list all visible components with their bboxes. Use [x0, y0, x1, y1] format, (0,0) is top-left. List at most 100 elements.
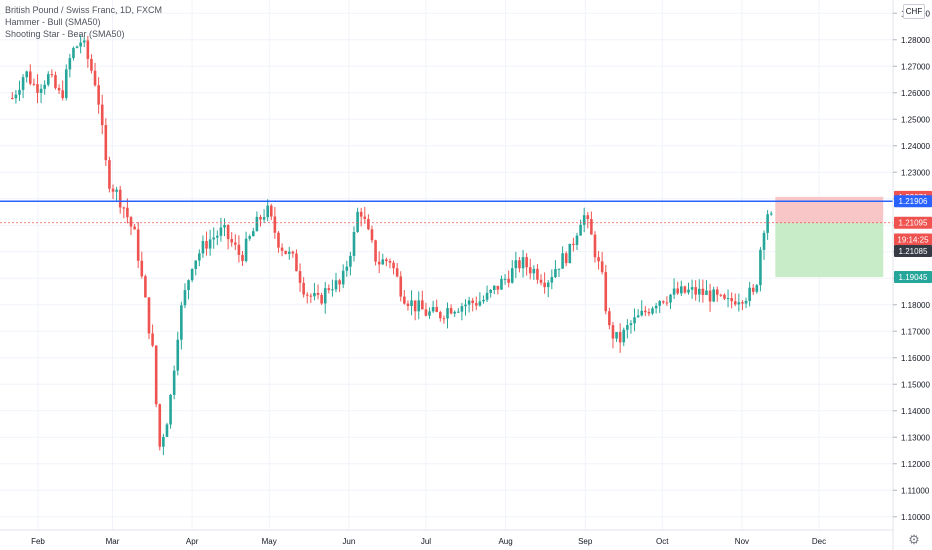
- price-tick-label: 1.13000: [901, 433, 930, 442]
- candle-body: [532, 268, 536, 274]
- candle-body: [568, 243, 572, 264]
- candle-body: [269, 205, 273, 217]
- candle-body: [323, 288, 327, 304]
- candle-body: [298, 271, 302, 283]
- candle-body: [672, 288, 676, 295]
- candle-body: [600, 261, 604, 273]
- candle-body: [608, 311, 611, 326]
- candle-body: [557, 268, 561, 270]
- candle-body: [21, 77, 25, 90]
- candle-body: [86, 40, 90, 59]
- candle-body: [291, 251, 295, 254]
- candle-body: [719, 294, 723, 296]
- candle-body: [169, 394, 172, 425]
- candle-body: [356, 211, 359, 232]
- price-tick-label: 1.18000: [901, 301, 930, 310]
- candle-body: [464, 304, 467, 307]
- candle-body: [507, 278, 510, 283]
- candle-body: [223, 225, 226, 228]
- candle-body: [111, 188, 115, 192]
- candle-body: [129, 217, 133, 227]
- candle-body: [212, 237, 216, 240]
- candle-body: [694, 287, 697, 295]
- candle-body: [28, 71, 32, 84]
- candle-body: [208, 239, 212, 249]
- candle-body: [435, 307, 439, 313]
- candle-body: [72, 47, 75, 59]
- candle-body: [431, 307, 435, 312]
- candle-body: [604, 272, 608, 312]
- candle-body: [629, 323, 633, 326]
- price-tick-label: 1.17000: [901, 327, 930, 336]
- candle-body: [216, 235, 219, 238]
- candle-body: [309, 295, 313, 297]
- candle-body: [708, 290, 712, 302]
- candle-body: [769, 213, 773, 215]
- candle-body: [618, 332, 622, 343]
- price-label-box: [894, 195, 932, 208]
- price-tick-label: 1.26000: [901, 89, 930, 98]
- candle-body: [759, 249, 762, 286]
- candle-body: [201, 241, 205, 254]
- candle-body: [180, 305, 183, 340]
- candle-body: [205, 241, 208, 249]
- candles[interactable]: [11, 35, 773, 456]
- candle-body: [266, 205, 269, 218]
- candle-body: [18, 89, 21, 95]
- candle-body: [388, 261, 392, 263]
- time-tick-label: Mar: [106, 537, 120, 546]
- indicator-hammer[interactable]: Hammer - Bull (SMA50): [5, 17, 101, 27]
- candle-body: [665, 302, 669, 304]
- candle-body: [54, 75, 57, 88]
- candle-body: [521, 257, 525, 269]
- candle-body: [82, 40, 86, 43]
- time-tick-label: Jul: [421, 537, 431, 546]
- candle-body: [478, 301, 482, 306]
- indicator-shooting-star[interactable]: Shooting Star - Bear (SMA50): [5, 29, 125, 39]
- price-tick-label: 1.10000: [901, 513, 930, 522]
- candle-body: [482, 299, 485, 302]
- candle-body: [75, 46, 79, 48]
- gear-icon[interactable]: ⚙: [908, 532, 920, 547]
- candle-body: [654, 305, 658, 309]
- candle-body: [751, 287, 755, 292]
- price-label-text: 1.21095: [899, 219, 928, 228]
- candle-body: [230, 239, 234, 243]
- time-tick-label: Jun: [342, 537, 355, 546]
- candle-body: [226, 225, 230, 240]
- candle-body: [439, 312, 442, 319]
- candle-body: [690, 287, 694, 290]
- candle-body: [43, 84, 46, 89]
- horizontal-lines[interactable]: [0, 200, 893, 224]
- candle-body: [561, 253, 564, 269]
- candle-body: [417, 300, 421, 312]
- candle-body: [90, 58, 93, 71]
- time-tick-label: Oct: [656, 537, 669, 546]
- candle-body: [349, 255, 352, 267]
- price-label-text: 19:14:25: [897, 236, 929, 245]
- currency-button[interactable]: CHF: [903, 4, 925, 19]
- candle-body: [679, 286, 683, 294]
- candle-body: [367, 218, 370, 230]
- candle-body: [104, 125, 108, 161]
- candle-body: [442, 318, 446, 320]
- candle-body: [413, 300, 417, 312]
- chart-legend: British Pound / Swiss Franc, 1D, FXCM Ha…: [5, 4, 162, 40]
- price-tick-label: 1.15000: [901, 380, 930, 389]
- candle-body: [403, 296, 406, 304]
- candle-body: [582, 215, 586, 225]
- time-tick-label: Sep: [578, 537, 593, 546]
- candle-body: [133, 226, 136, 230]
- candle-body: [316, 292, 320, 296]
- time-axis[interactable]: Feb Mar Apr May Jun Jul Aug Sep Oct Nov Dec: [0, 529, 893, 546]
- candle-body: [726, 298, 730, 300]
- candle-body: [492, 285, 496, 290]
- candle-body: [658, 301, 662, 306]
- candle-body: [712, 289, 715, 302]
- price-axis[interactable]: 1.10000 1.11000 1.12000 1.13000 1.14000 1.150…: [892, 0, 930, 550]
- candle-body: [554, 269, 557, 278]
- profit-target-zone: [775, 222, 884, 278]
- price-tick-label: 1.24000: [901, 142, 930, 151]
- candle-body: [453, 311, 457, 314]
